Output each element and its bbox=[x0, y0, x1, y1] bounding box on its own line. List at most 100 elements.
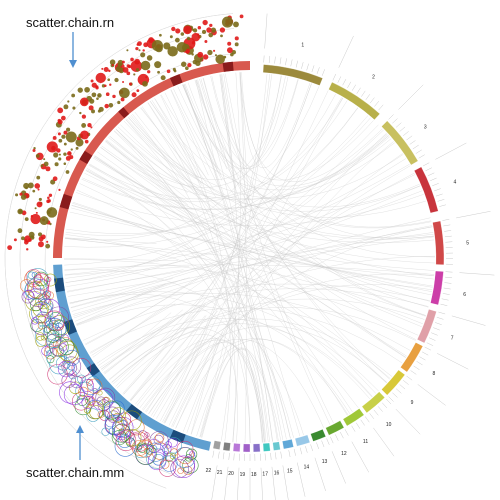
mm-scatter-ring bbox=[164, 452, 174, 462]
radial-link bbox=[220, 74, 237, 189]
rn-scatter-point bbox=[221, 16, 234, 28]
tick-mark bbox=[356, 87, 361, 94]
link-line bbox=[194, 80, 435, 258]
tick-mark bbox=[434, 188, 441, 192]
chromosome-segment bbox=[416, 309, 437, 344]
rn-scatter-point bbox=[171, 26, 176, 32]
rn-scatter-point bbox=[58, 153, 61, 156]
rn-scatter-point bbox=[67, 100, 70, 103]
radial-link bbox=[182, 84, 218, 169]
tick-mark bbox=[441, 298, 449, 301]
rn-scatter-point bbox=[101, 67, 104, 70]
chromosome-segment bbox=[310, 429, 326, 442]
chromosome-label: 8 bbox=[432, 371, 435, 377]
mm-scatter-ring bbox=[58, 339, 75, 356]
tick-mark bbox=[436, 317, 444, 320]
link-line bbox=[184, 83, 426, 317]
link-line bbox=[73, 226, 433, 317]
rn-scatter-point bbox=[63, 162, 67, 165]
radial-link bbox=[146, 315, 207, 413]
rn-scatter-point bbox=[117, 100, 121, 105]
rn-scatter-point bbox=[65, 155, 71, 161]
link-line bbox=[160, 94, 420, 208]
link-line bbox=[173, 88, 407, 358]
radial-link bbox=[71, 277, 190, 312]
rn-scatter-point bbox=[147, 70, 151, 74]
rn-scatter-point bbox=[146, 55, 153, 61]
rn-scatter-point bbox=[35, 211, 38, 214]
bracket-line bbox=[224, 466, 229, 500]
mm-scatter-ring bbox=[46, 316, 56, 326]
mm-scatter-ring bbox=[163, 451, 168, 456]
radial-link bbox=[92, 305, 165, 358]
mm-scatter-ring bbox=[68, 370, 78, 380]
tick-mark bbox=[438, 311, 446, 315]
chromosome-label: 9 bbox=[411, 400, 414, 406]
rn-scatter-point bbox=[79, 97, 89, 107]
rn-scatter-point bbox=[65, 170, 70, 174]
rn-scatter-point bbox=[63, 142, 67, 146]
mm-scatter-ring bbox=[118, 428, 125, 435]
rn-scatter-point bbox=[46, 199, 50, 204]
bracket-line bbox=[331, 451, 346, 484]
rn-scatter-point bbox=[213, 49, 216, 52]
bracket-line bbox=[456, 211, 491, 219]
rn-scatter-point bbox=[175, 28, 181, 34]
chromosome-label: 12 bbox=[341, 451, 347, 457]
rn-scatter-point bbox=[104, 84, 107, 88]
rn-scatter-point bbox=[84, 86, 90, 93]
rn-scatter-point bbox=[209, 23, 213, 28]
mm-scatter-ring bbox=[174, 446, 196, 468]
link-line bbox=[203, 77, 387, 383]
link-line bbox=[93, 156, 432, 296]
rn-scatter-point bbox=[71, 93, 76, 98]
rn-band-segment bbox=[118, 107, 130, 119]
link-line bbox=[201, 349, 266, 443]
tick-mark bbox=[444, 235, 452, 238]
label-scatter-chain-rn: scatter.chain.rn bbox=[26, 15, 115, 30]
chromosome-label: 5 bbox=[466, 241, 469, 247]
rn-scatter-point bbox=[27, 182, 34, 189]
link-line bbox=[210, 76, 426, 316]
link-line bbox=[221, 72, 241, 441]
mm-scatter-ring bbox=[45, 302, 53, 310]
rn-scatter-point bbox=[197, 51, 204, 58]
rn-scatter-point bbox=[53, 152, 59, 158]
rn-scatter-point bbox=[136, 43, 140, 46]
chromosome-label: 16 bbox=[274, 470, 280, 476]
bracket-line bbox=[314, 457, 326, 492]
tick-mark bbox=[305, 445, 308, 453]
bracket-line bbox=[211, 465, 218, 500]
rn-scatter-point bbox=[239, 14, 244, 19]
rn-scatter-point bbox=[47, 196, 50, 200]
radial-link bbox=[75, 283, 167, 322]
rn-scatter-point bbox=[46, 240, 49, 243]
rn-scatter-point bbox=[32, 189, 36, 193]
rn-scatter-point bbox=[50, 179, 56, 185]
rn-scatter-point bbox=[219, 27, 226, 33]
rn-scatter-point bbox=[234, 42, 239, 47]
rn-scatter-point bbox=[107, 78, 111, 82]
rn-scatter-point bbox=[142, 49, 145, 52]
mm-scatter-ring bbox=[61, 373, 76, 388]
radial-link bbox=[170, 89, 209, 176]
mm-scatter-ring bbox=[136, 444, 142, 450]
rn-scatter-point bbox=[87, 122, 92, 128]
rn-scatter-point bbox=[75, 146, 79, 150]
mm-scatter-ring bbox=[41, 346, 52, 356]
rn-scatter-point bbox=[43, 158, 46, 161]
chromosome-label: 2 bbox=[372, 74, 375, 80]
rn-scatter-point bbox=[154, 61, 162, 69]
link-line bbox=[100, 327, 264, 443]
mm-scatter-ring bbox=[55, 322, 64, 331]
mm-scatter-ring bbox=[49, 311, 62, 325]
rn-scatter-point bbox=[52, 176, 58, 182]
chromosome-segment bbox=[381, 120, 419, 166]
radial-link bbox=[67, 278, 173, 297]
bracket-line bbox=[435, 142, 467, 160]
link-line bbox=[241, 72, 383, 182]
mm-scatter-ring bbox=[27, 271, 36, 280]
link-line bbox=[93, 156, 423, 325]
rn-scatter-point bbox=[204, 40, 208, 43]
link-line bbox=[85, 170, 294, 438]
